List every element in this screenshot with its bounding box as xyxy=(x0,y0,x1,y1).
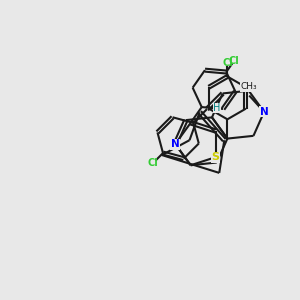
Text: H: H xyxy=(213,103,221,113)
Text: N: N xyxy=(260,107,268,117)
Text: Cl: Cl xyxy=(222,58,233,68)
Text: N: N xyxy=(171,139,180,149)
Text: CH₃: CH₃ xyxy=(241,82,258,91)
Text: Cl: Cl xyxy=(229,56,240,66)
Text: S: S xyxy=(212,152,220,162)
Text: N: N xyxy=(171,139,180,149)
Text: Cl: Cl xyxy=(148,158,158,168)
